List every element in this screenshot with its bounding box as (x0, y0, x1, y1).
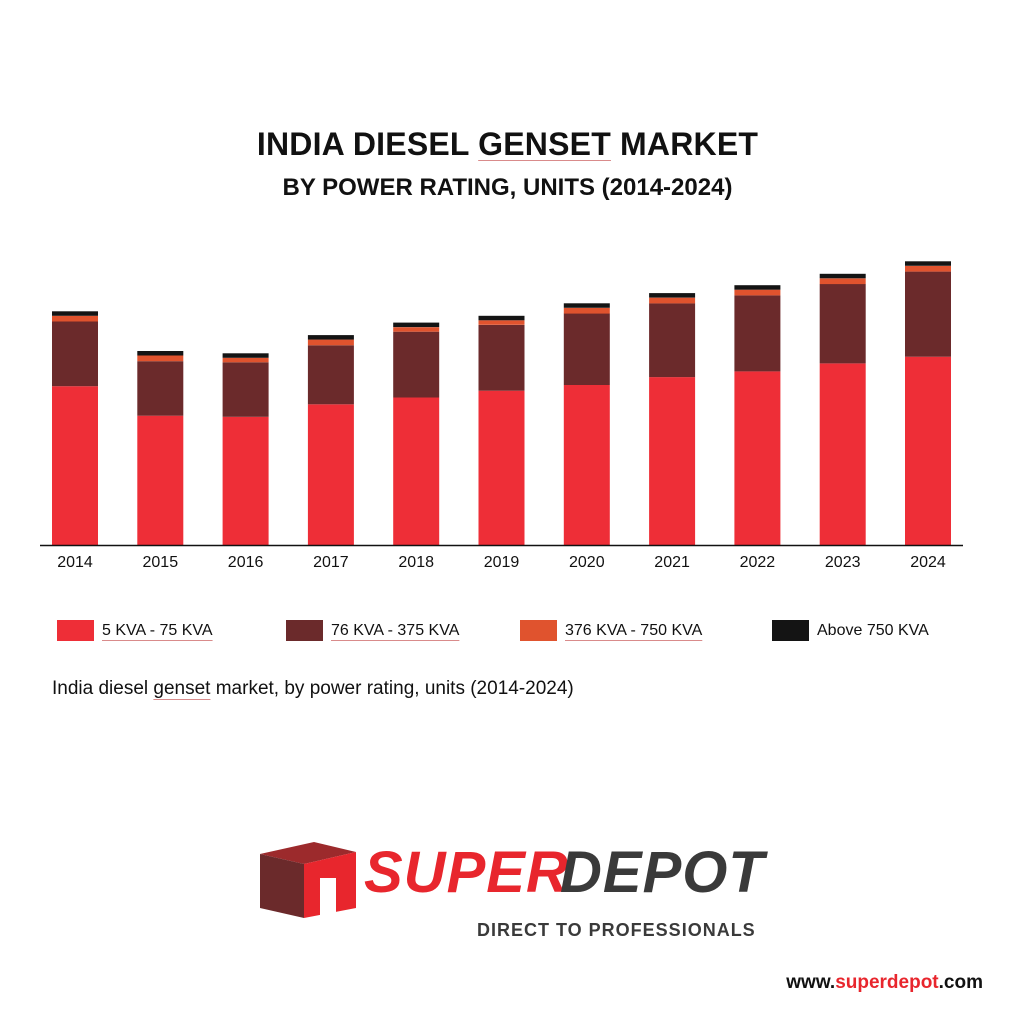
legend-swatch (57, 620, 94, 641)
bar-segment-2016-1 (222, 416, 269, 545)
x-tick-label: 2017 (313, 554, 349, 571)
bar-segment-2017-4 (307, 335, 354, 340)
bar-segment-2023-3 (819, 278, 866, 285)
stacked-bar-chart: 2014 2015 2016 2017 2018 2019 2020 2021 2022 2023… (40, 261, 963, 571)
bar-segment-2015-1 (137, 415, 184, 545)
bar-segment-2020-1 (563, 385, 610, 545)
x-tick-label: 2022 (740, 554, 776, 571)
bar-segment-2024-2 (905, 271, 951, 357)
x-tick-label: 2024 (910, 554, 946, 571)
bar-segment-2019-2 (478, 324, 525, 391)
bar-segment-2014-1 (52, 386, 98, 545)
bar-segment-2018-3 (393, 327, 440, 332)
chart-caption: India diesel genset market, by power rat… (52, 678, 574, 699)
legend-item-above-750-kva: Above 750 KVA (772, 620, 929, 641)
chart-subtitle: BY POWER RATING, UNITS (2014-2024) (282, 174, 733, 201)
chart-legend: 5 KVA - 75 KVA 76 KVA - 375 KVA 376 KVA … (0, 620, 1015, 650)
legend-swatch (520, 620, 557, 641)
bar-segment-2014-3 (52, 315, 98, 322)
website-link[interactable]: www.superdepot.com (786, 972, 983, 993)
superdepot-logo: SUPER DEPOT DIRECT TO PROFESSIONALS (260, 840, 764, 942)
x-tick-label: 2019 (484, 554, 520, 571)
bar-segment-2022-3 (734, 289, 781, 296)
bar-segment-2021-4 (649, 293, 696, 298)
legend-swatch (772, 620, 809, 641)
x-tick-label: 2016 (228, 554, 264, 571)
bar-segment-2024-3 (905, 265, 951, 272)
bar-segment-2021-3 (649, 297, 696, 304)
bar-segment-2016-2 (222, 362, 269, 417)
x-tick-label: 2015 (143, 554, 179, 571)
bar-segment-2019-4 (478, 315, 525, 321)
bar-segment-2024-1 (905, 356, 951, 545)
x-tick-label: 2020 (569, 554, 605, 571)
bar-segment-2017-1 (307, 404, 354, 545)
x-tick-label: 2018 (398, 554, 434, 571)
bar-segment-2023-2 (819, 284, 866, 364)
legend-label: 5 KVA - 75 KVA (102, 621, 213, 639)
bar-segment-2024-4 (905, 261, 951, 266)
legend-item-76-375-kva: 76 KVA - 375 KVA (286, 620, 459, 641)
bar-segment-2018-1 (393, 397, 440, 545)
bar-segment-2018-2 (393, 331, 440, 398)
box-logo-icon (260, 842, 356, 918)
x-tick-label: 2021 (654, 554, 690, 571)
bar-segment-2017-3 (307, 339, 354, 346)
bar-segment-2023-1 (819, 363, 866, 545)
bar-segment-2015-2 (137, 361, 184, 416)
legend-item-5-75-kva: 5 KVA - 75 KVA (57, 620, 213, 641)
legend-label: Above 750 KVA (817, 621, 929, 639)
bar-segment-2014-4 (52, 311, 98, 316)
bar-segment-2016-4 (222, 353, 269, 358)
bar-segment-2020-2 (563, 313, 610, 385)
bar-segment-2022-1 (734, 371, 781, 545)
bar-segment-2015-3 (137, 355, 184, 362)
x-tick-label: 2023 (825, 554, 861, 571)
bar-segment-2022-4 (734, 285, 781, 290)
bar-segment-2015-4 (137, 351, 184, 356)
bar-segment-2022-2 (734, 295, 781, 372)
bar-segment-2019-1 (478, 390, 525, 545)
logo-tagline: DIRECT TO PROFESSIONALS (477, 920, 756, 940)
bar-segment-2018-4 (393, 322, 440, 328)
bar-segment-2019-3 (478, 320, 525, 325)
legend-label: 376 KVA - 750 KVA (565, 621, 703, 639)
chart-title: INDIA DIESEL GENSET MARKET (256, 126, 759, 162)
bar-segment-2020-3 (563, 307, 610, 314)
bar-segment-2023-4 (819, 273, 866, 279)
legend-item-376-750-kva: 376 KVA - 750 KVA (520, 620, 702, 641)
logo-word-super: SUPER (364, 840, 569, 905)
bar-segment-2021-1 (649, 377, 696, 545)
logo-word-depot: DEPOT (560, 840, 765, 905)
x-tick-label: 2014 (57, 554, 93, 571)
bar-segment-2016-3 (222, 357, 269, 363)
bar-segment-2020-4 (563, 303, 610, 308)
legend-swatch (286, 620, 323, 641)
bar-segment-2017-2 (307, 345, 354, 405)
bar-segment-2014-2 (52, 321, 98, 387)
legend-label: 76 KVA - 375 KVA (331, 621, 460, 639)
bar-segment-2021-2 (649, 303, 696, 378)
